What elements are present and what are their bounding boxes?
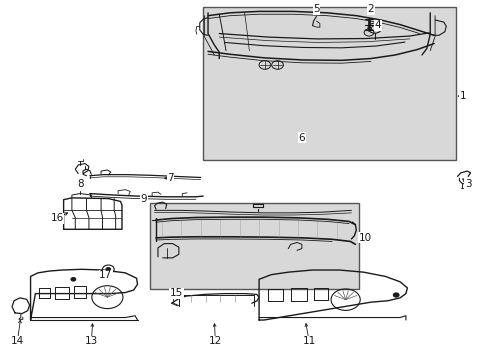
Text: 17: 17: [99, 270, 112, 280]
Text: 1: 1: [459, 91, 466, 101]
Circle shape: [71, 278, 76, 281]
Text: 7: 7: [167, 173, 174, 183]
Text: 13: 13: [84, 337, 98, 346]
Text: 14: 14: [11, 337, 24, 346]
Text: 2: 2: [367, 4, 373, 14]
Text: 6: 6: [298, 133, 305, 143]
Text: 5: 5: [312, 4, 319, 14]
Text: 8: 8: [77, 179, 84, 189]
Circle shape: [106, 267, 111, 271]
Text: 11: 11: [302, 337, 315, 346]
Text: 16: 16: [51, 213, 64, 223]
Text: 3: 3: [464, 179, 470, 189]
Text: 4: 4: [374, 20, 381, 30]
Text: 15: 15: [169, 288, 183, 298]
Circle shape: [392, 293, 398, 297]
Text: 12: 12: [208, 337, 222, 346]
Bar: [149, 203, 358, 289]
Bar: [203, 7, 455, 160]
Text: 10: 10: [358, 233, 371, 243]
Text: 9: 9: [140, 194, 147, 203]
